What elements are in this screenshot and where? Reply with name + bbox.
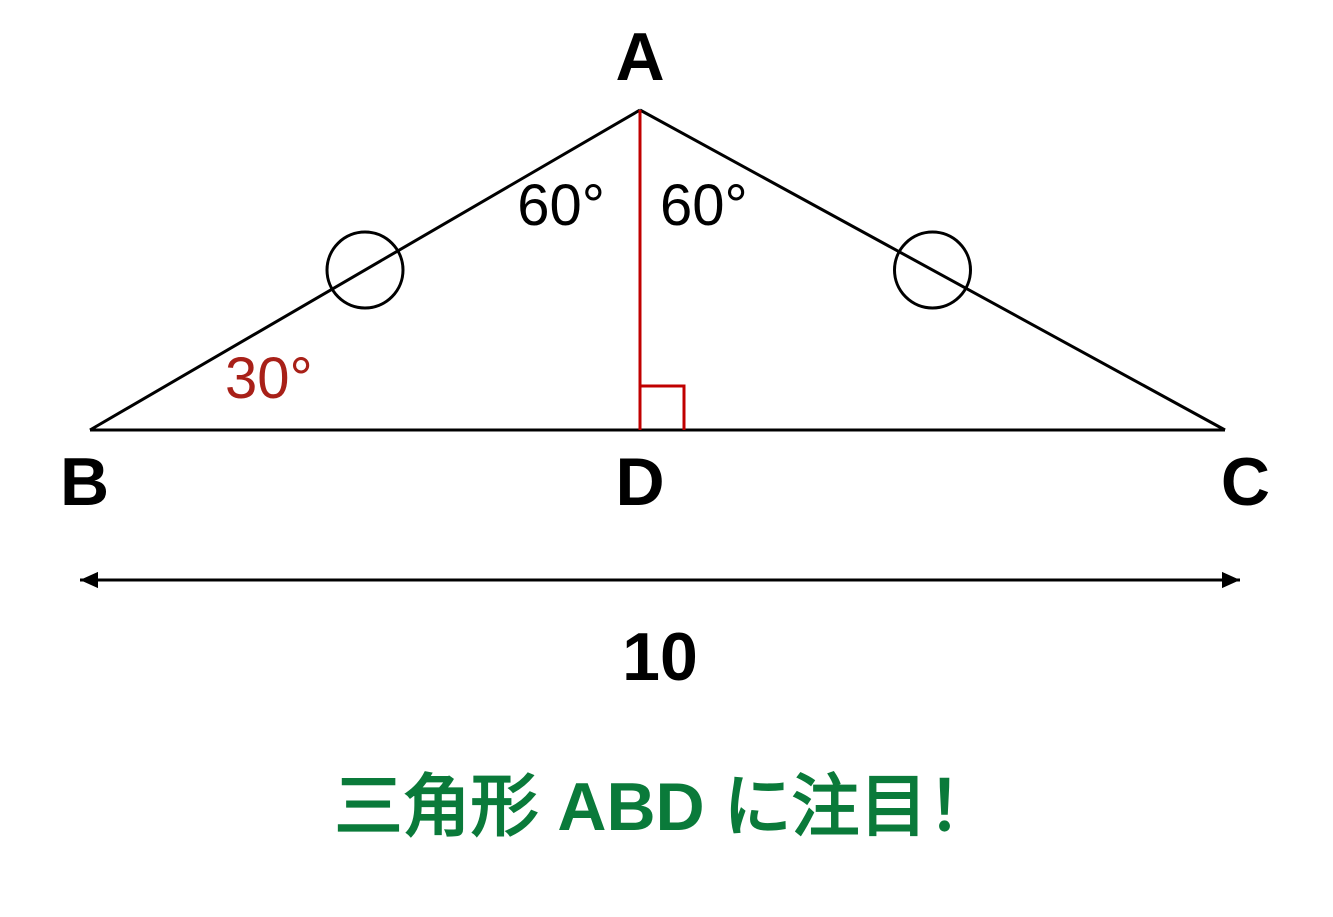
dimension-arrowhead-right xyxy=(1222,572,1240,588)
geometry-diagram: A B C D 60° 60° 30° 10 三角形 ABD に注目！ xyxy=(0,0,1333,917)
dimension-arrowhead-left xyxy=(80,572,98,588)
label-b: B xyxy=(60,444,109,520)
label-a: A xyxy=(615,19,664,95)
dimension-arrow xyxy=(80,572,1240,588)
label-d: D xyxy=(615,444,664,520)
label-c: C xyxy=(1221,444,1270,520)
edge-ac xyxy=(640,110,1225,430)
right-angle-marker xyxy=(640,386,684,430)
edge-ba xyxy=(90,110,640,430)
caption-text: 三角形 ABD に注目！ xyxy=(334,769,995,845)
dimension-value: 10 xyxy=(622,619,698,695)
angle-at-b: 30° xyxy=(225,346,313,411)
angle-left-of-ad: 60° xyxy=(517,173,605,238)
angle-right-of-ad: 60° xyxy=(660,173,748,238)
